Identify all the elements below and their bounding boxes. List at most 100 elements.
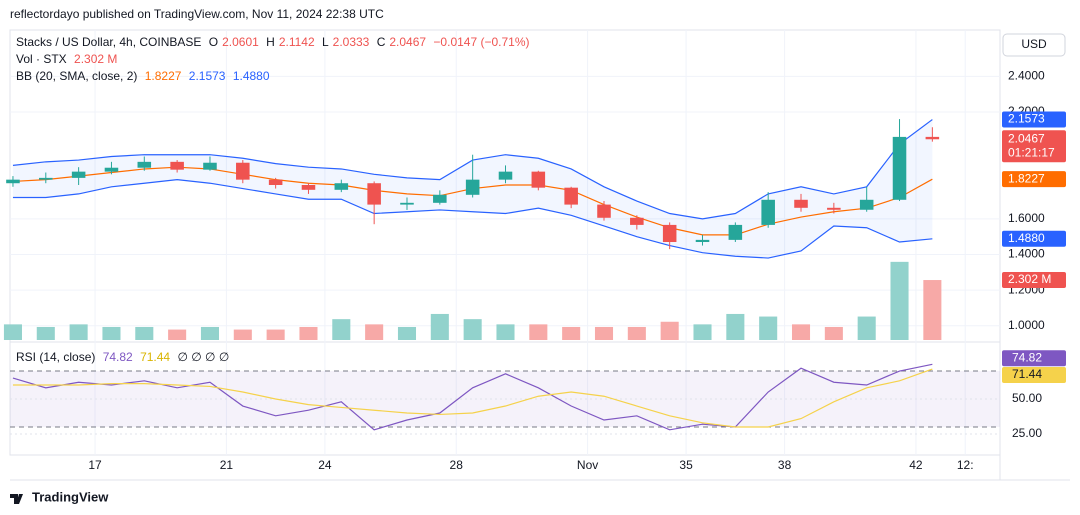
bb-middle-badge-label: 1.8227 [1008, 171, 1045, 185]
candle-body [761, 199, 775, 225]
volume-bar [36, 326, 55, 340]
grid [10, 30, 1000, 455]
volume-bar [397, 326, 417, 340]
candle-body [794, 199, 808, 208]
volume-bar [693, 324, 712, 340]
volume-bar [923, 280, 942, 340]
bb-legend: BB (20, SMA, close, 2) 1.8227 2.1573 1.4… [16, 69, 274, 83]
volume-bar [791, 324, 811, 340]
volume-bar [69, 324, 88, 340]
volume-name: Vol · STX [16, 52, 67, 66]
volume-bar [627, 326, 646, 340]
x-tick-label: 12: [957, 458, 974, 472]
volume-bar [824, 326, 843, 340]
volume-badge [1002, 272, 1066, 289]
volume-bar [3, 324, 22, 340]
ohlc-key: L [321, 35, 329, 49]
bb-upper-badge [1002, 111, 1066, 128]
candle-body [827, 207, 841, 210]
candle-body [564, 187, 578, 205]
y-tick-label: 25.00 [1012, 426, 1042, 440]
candle-body [203, 162, 217, 170]
bb-upper-badge-label: 2.1573 [1008, 112, 1045, 126]
volume-bar [463, 319, 482, 340]
candle-body [39, 177, 53, 180]
candle-body [104, 167, 119, 172]
bb-lower-value: 1.4880 [232, 69, 270, 83]
bb-name: BB (20, SMA, close, 2) [16, 69, 138, 83]
countdown: 01:21:17 [1008, 145, 1055, 159]
rsi-badge [1002, 350, 1066, 367]
candle-body [71, 171, 86, 178]
candle-body [400, 202, 414, 205]
rsi-line [12, 368, 933, 428]
candle-body [498, 171, 513, 180]
marks [3, 119, 942, 431]
plot-frame [9, 29, 1001, 456]
logo-icon [10, 494, 23, 504]
candle-body [268, 179, 283, 185]
volume-bar [135, 326, 154, 340]
bb-upper-value: 2.1573 [188, 69, 226, 83]
publisher-line: reflectordayo published on TradingView.c… [10, 7, 388, 21]
rsi-value: 74.82 [102, 350, 133, 364]
publisher: reflectordayo published on TradingView.c… [10, 7, 384, 21]
ohlc-value: 2.0601 [222, 35, 259, 49]
candle-body [334, 183, 349, 190]
ohlc-value: 2.0467 [389, 35, 427, 49]
volume-bar [496, 324, 515, 340]
candle-body [6, 179, 20, 184]
currency-label[interactable]: USD [1021, 37, 1047, 51]
volume-bar [365, 324, 384, 340]
ohlc-key: C [376, 35, 386, 49]
candle-body [367, 183, 381, 205]
volume-bar [233, 329, 252, 340]
volume-bar [660, 321, 679, 340]
volume-bar [200, 326, 219, 340]
volume-value: 2.302 M [74, 52, 118, 66]
volume-bar [299, 326, 318, 340]
last-price-badge [1002, 130, 1066, 163]
bb-lower-badge [1002, 230, 1066, 247]
rsi-extra: ∅ ∅ ∅ ∅ [177, 350, 230, 364]
candle-body [662, 224, 677, 243]
ohlc-key: O [208, 35, 219, 49]
candle-body [170, 161, 184, 170]
x-tick-label: 17 [88, 458, 102, 472]
volume-bar [857, 316, 876, 340]
currency-button[interactable] [1002, 33, 1066, 57]
candle-body [925, 136, 940, 140]
candle-body [531, 171, 546, 188]
bb-middle-value: 1.8227 [144, 69, 182, 83]
x-tick-label: 21 [220, 458, 234, 472]
y-tick-label: 50.00 [1012, 391, 1042, 405]
volume-bar [759, 316, 778, 340]
volume-bar [890, 261, 909, 340]
volume-bar [266, 329, 285, 340]
bb-middle-badge [1002, 171, 1066, 188]
volume-bar [562, 326, 581, 340]
candle-body [597, 204, 611, 218]
bb-lower-badge-label: 1.4880 [1008, 231, 1045, 245]
y-tick-label: 1.4000 [1008, 247, 1045, 261]
rsi-badge [1002, 367, 1066, 384]
rsi-line [12, 363, 933, 431]
volume-bar [726, 313, 745, 340]
x-tick-label: Nov [577, 458, 598, 472]
volume-bar [102, 326, 121, 340]
x-tick-label: 38 [778, 458, 792, 472]
candle-body [236, 162, 250, 180]
logo [10, 494, 23, 504]
candle-body [301, 185, 316, 190]
bb-lower [12, 179, 933, 259]
volume-bar [332, 319, 351, 340]
ohlc-value: 2.1142 [278, 35, 315, 49]
volume-legend: Vol · STX 2.302 M [16, 52, 121, 66]
x-tick-label: 28 [450, 458, 464, 472]
volume-bar [594, 326, 614, 340]
y-tick-label: 1.0000 [1008, 318, 1045, 332]
symbol-title: Stacks / US Dollar, 4h, COINBASE [16, 35, 202, 49]
volume-badge-label: 2.302 M [1008, 272, 1051, 286]
